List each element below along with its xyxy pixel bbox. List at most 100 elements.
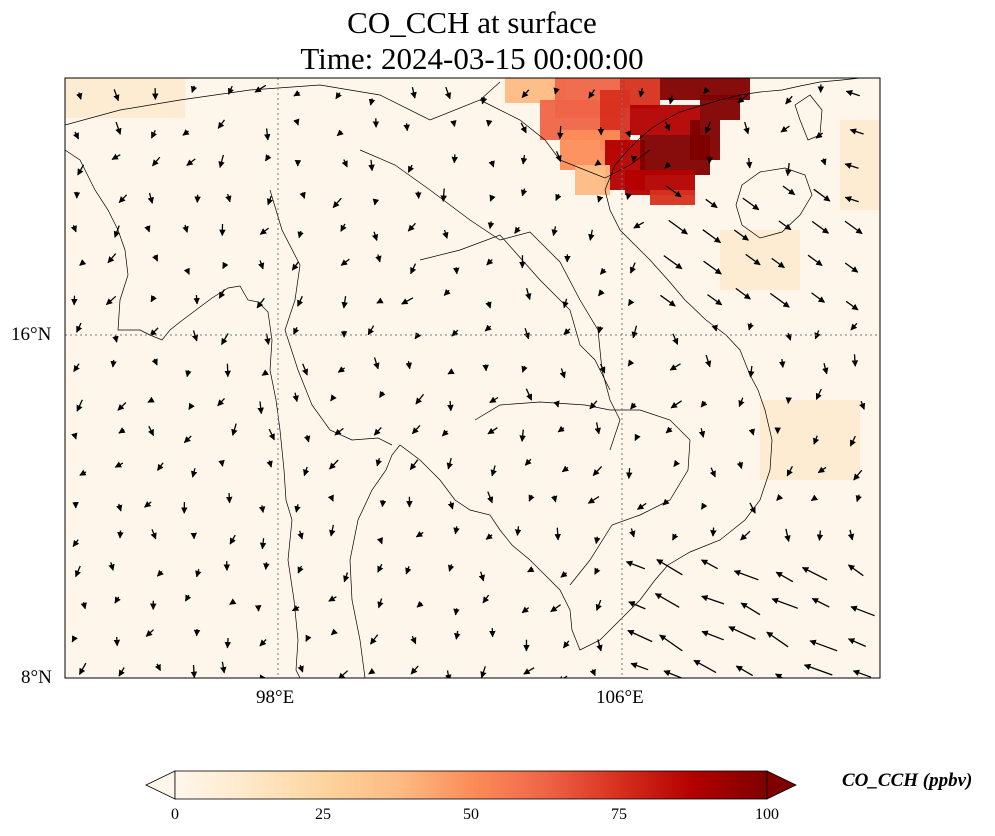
wind-arrow [303,466,310,477]
wind-arrow [150,529,157,540]
wind-arrow [748,428,755,436]
wind-arrow [108,562,115,571]
wind-arrow [847,638,866,647]
wind-arrow [845,90,860,97]
wind-arrow [193,294,200,305]
wind-arrow [485,301,492,309]
wind-arrow [523,327,530,340]
wind-arrow [401,297,414,305]
wind-arrow [372,198,380,206]
wind-arrow [822,363,829,375]
wind-arrow [743,121,750,135]
wind-arrow [700,559,719,570]
wind-arrow [182,129,190,136]
wind-arrow [407,222,416,232]
wind-arrow [373,357,380,370]
concentration-background [65,78,880,678]
wind-arrow [589,668,596,677]
wind-arrow [222,261,229,270]
wind-arrow [636,502,647,510]
wind-arrow [147,425,155,437]
wind-arrow [488,160,495,168]
wind-arrow [555,193,562,201]
wind-arrow [266,460,273,468]
colorbar-extend-max [766,770,797,800]
wind-arrow [660,294,676,307]
china-border [479,99,651,179]
wind-arrow [735,287,751,300]
wind-arrow [297,230,304,239]
wind-arrow [375,254,382,263]
wind-arrow [451,154,458,164]
wind-arrow [816,530,824,542]
wind-arrow [562,640,570,649]
map-time-subtitle: Time: 2024-03-15 00:00:00 [300,41,644,76]
wind-arrow [638,88,645,98]
wind-arrow [113,637,121,647]
wind-arrow [368,98,376,106]
thailand-laos-border [419,234,611,391]
wind-arrow [454,630,461,640]
wind-arrow [485,119,493,127]
wind-arrow [849,128,864,135]
wind-arrow [803,663,833,676]
wind-arrow [778,220,792,231]
wind-arrow [377,598,384,609]
wind-arrow [144,225,151,233]
wind-arrow [489,396,499,404]
wind-arrow [785,332,792,341]
wind-arrow [775,571,794,583]
wind-arrow [665,185,682,198]
wind-arrow [451,329,459,337]
wind-arrow [659,634,683,652]
wind-arrow [293,90,301,97]
wind-arrow [742,197,760,211]
wind-arrow [453,267,460,275]
wind-arrow [627,629,653,643]
wind-arrow [453,526,460,535]
mainland-coastline [65,149,301,678]
wind-arrow [706,156,713,164]
wind-arrow [340,258,350,266]
wind-arrow [220,661,227,674]
wind-arrow [294,504,301,513]
wind-arrow [114,461,124,468]
wind-arrow [264,154,272,162]
wind-arrow [709,467,716,478]
wind-arrow [550,495,558,503]
wind-arrow [599,267,607,275]
map-plot-area [65,78,880,678]
wind-arrow [217,397,225,407]
wind-arrow [445,670,452,678]
wind-arrow [702,229,722,244]
wind-arrow [672,533,679,541]
wind-arrow [480,666,487,678]
wind-arrow [668,219,688,235]
wind-arrow [218,459,225,467]
wind-arrow [553,400,560,408]
wind-arrow [553,87,560,95]
lat-tick-8n: 8°N [21,667,52,688]
wind-arrow [594,422,601,435]
wind-arrow [268,428,275,441]
wind-arrow [550,604,561,613]
wind-arrow [453,608,460,616]
wind-arrow [341,159,348,168]
wind-arrow [817,466,827,474]
wind-arrow [76,92,83,100]
wind-arrow [193,629,201,637]
wind-arrow [116,503,123,512]
wind-arrow [375,458,382,467]
wind-arrow [183,267,190,275]
wind-arrow [782,185,796,196]
wind-arrow [662,498,670,506]
wind-arrow [261,369,269,376]
wind-arrow [305,634,312,642]
wind-arrow [447,501,455,510]
wind-arrow [851,354,859,367]
wind-arrow [337,366,346,373]
wind-arrow [76,399,83,412]
wind-arrow [766,631,789,648]
wind-arrow [329,524,336,537]
